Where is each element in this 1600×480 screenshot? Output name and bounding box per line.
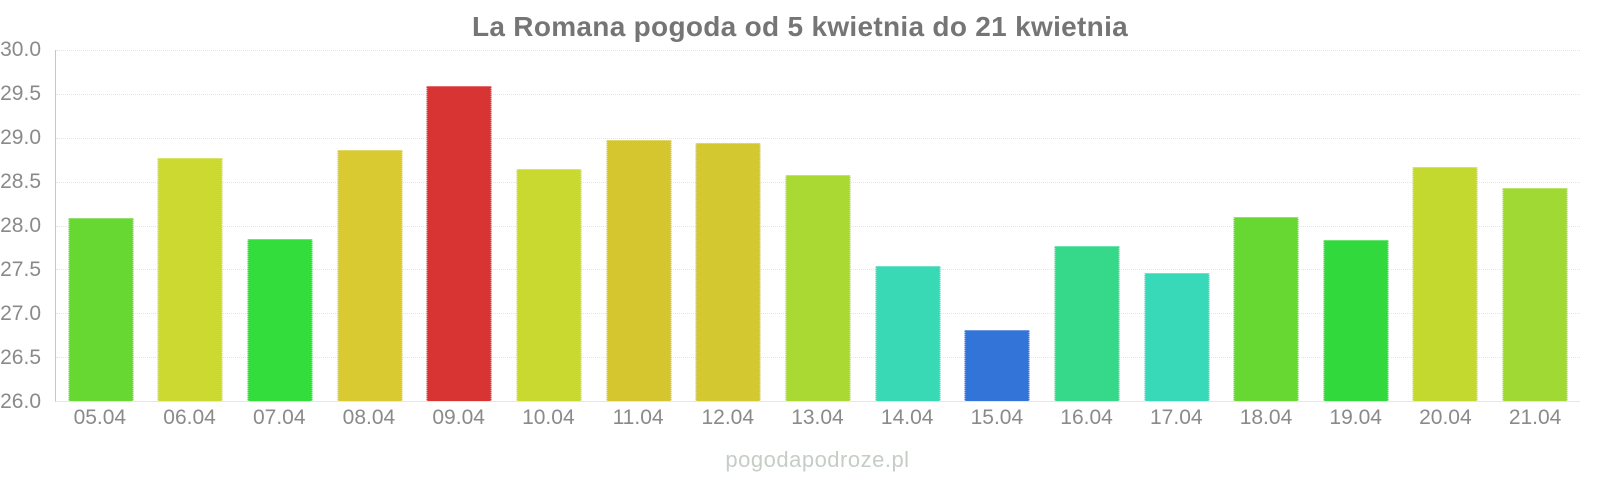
x-axis-tick-label: 15.04 [970,406,1024,429]
bar-slot [504,50,594,401]
x-axis-tick-label: 16.04 [1060,406,1113,429]
x-axis-tick-label: 11.04 [612,406,664,429]
x-axis-tick-label: 19.04 [1329,406,1382,429]
y-axis-tick-label: 29.5 [0,82,41,105]
bar-09.04[interactable] [426,85,492,401]
x-axis-tick-label: 07.04 [252,406,306,429]
bar-05.04[interactable] [68,218,134,401]
bar-slot [1042,50,1132,401]
x-axis-tick-label: 10.04 [522,406,575,429]
bar-14.04[interactable] [875,265,941,401]
x-axis-tick-label: 06.04 [163,406,216,429]
bar-16.04[interactable] [1054,245,1120,401]
bar-15.04[interactable] [964,329,1030,401]
bar-slot [1490,50,1580,401]
gridline [56,50,1580,51]
chart-title: La Romana pogoda od 5 kwietnia do 21 kwi… [471,11,1129,42]
bar-18.04[interactable] [1233,216,1299,401]
y-axis-tick-label: 26.0 [0,390,41,413]
x-axis-tick-label: 05.04 [73,406,127,429]
bar-10.04[interactable] [516,169,582,401]
bar-20.04[interactable] [1412,166,1478,401]
bar-13.04[interactable] [785,175,851,401]
bar-08.04[interactable] [337,150,403,401]
y-axis-tick-label: 27.0 [0,302,41,325]
bar-slot [1221,50,1311,401]
bar-06.04[interactable] [157,157,223,401]
bar-slot [56,50,146,401]
gridline [56,137,1580,139]
bar-slot [863,50,953,401]
x-axis-tick-label: 08.04 [342,406,396,429]
bar-slot [1132,50,1222,401]
bar-slot [594,50,684,401]
bar-slot [1401,50,1491,401]
bar-11.04[interactable] [606,139,672,401]
y-axis-tick-label: 29.0 [0,126,41,149]
bar-slot [1311,50,1401,401]
x-axis-tick-label: 09.04 [432,406,485,429]
bar-slot [683,50,773,401]
x-axis-tick-label: 21.04 [1508,406,1562,429]
bar-17.04[interactable] [1144,272,1209,401]
y-axis-tick-label: 28.5 [0,170,41,193]
x-axis-labels: 05.04 06.04 07.04 08.04 09.04 10.04 11.04 12.04… [55,406,1580,430]
bar-21.04[interactable] [1502,187,1568,401]
y-axis-tick-label: 27.5 [0,258,41,281]
x-axis-tick-label: 17.04 [1150,406,1203,429]
x-axis-tick-label: 13.04 [791,406,844,429]
x-axis-tick-label: 14.04 [880,406,934,429]
bar-slot [415,50,505,401]
bar-slot [146,50,236,401]
x-axis-tick-label: 20.04 [1419,406,1472,429]
bar-slot [773,50,863,401]
plot-area [55,50,1580,402]
bar-slot [235,50,325,401]
y-axis-labels: 30.0 29.5 29.0 28.5 28.0 27.5 27.0 26.5 26.0 [0,39,48,413]
bar-slot [325,50,415,401]
bar-07.04[interactable] [247,238,313,401]
y-axis-tick-label: 30.0 [0,38,41,61]
bar-12.04[interactable] [695,143,761,401]
bar-slot [952,50,1042,401]
gridline [56,93,1580,95]
y-axis-tick-label: 26.5 [0,346,41,369]
y-axis-tick-label: 28.0 [0,214,41,237]
watermark: pogodapodroze.pl [725,447,910,472]
bars-container [56,50,1580,401]
bar-19.04[interactable] [1323,240,1389,401]
x-axis-tick-label: 12.04 [701,406,755,429]
x-axis-tick-label: 18.04 [1239,406,1293,429]
